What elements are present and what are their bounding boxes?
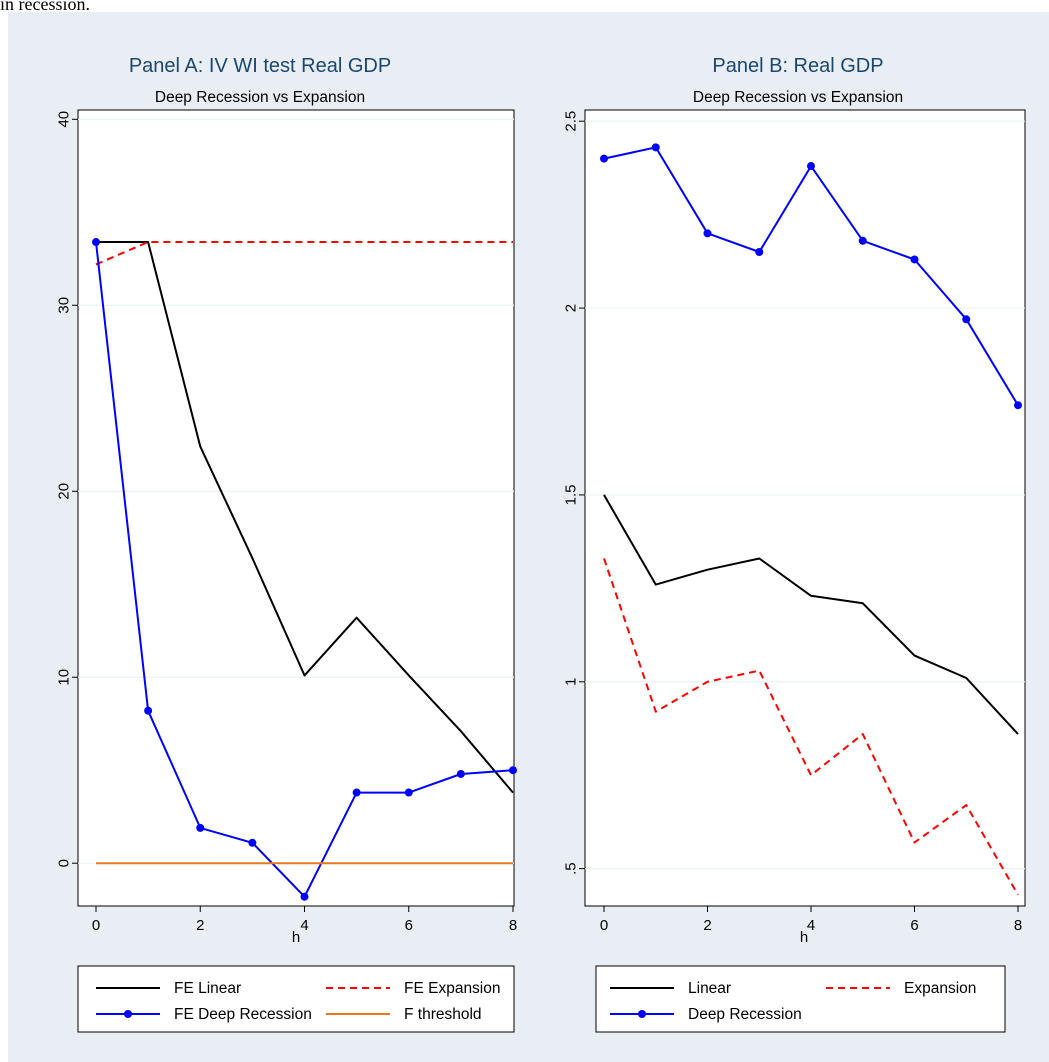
panel-a-subtitle: Deep Recession vs Expansion	[155, 89, 365, 106]
series-point	[755, 248, 764, 257]
panel-b-xlabel: h	[800, 929, 808, 946]
panel-a-legend	[77, 965, 515, 1033]
y-tick-label: 10	[56, 669, 73, 686]
x-tick-label: 4	[300, 917, 308, 934]
y-tick-label: 40	[56, 111, 73, 128]
x-tick-label: 8	[1014, 917, 1022, 934]
x-tick-label: 6	[910, 917, 918, 934]
y-tick-label: 20	[56, 483, 73, 500]
x-tick-label: 0	[600, 917, 608, 934]
y-tick-label: 30	[56, 297, 73, 314]
top-text-fragment: in recession.	[0, 0, 90, 14]
series-point	[910, 255, 919, 264]
series-line-expansion	[603, 558, 1019, 896]
legend-label: Deep Recession	[688, 1006, 802, 1023]
series-point	[248, 838, 257, 847]
legend-marker	[124, 1010, 132, 1018]
series-point	[509, 766, 517, 775]
y-tick-label: 0	[56, 859, 73, 867]
panel-a-title: Panel A: IV WI test Real GDP	[129, 55, 391, 77]
x-tick-label: 8	[509, 917, 517, 934]
x-tick-label: 2	[703, 917, 711, 934]
panel-b-ticks: .5 1 1.5 2 2.5 0 2 4 6 8	[563, 111, 1023, 934]
x-tick-label: 0	[92, 917, 100, 934]
legend-label: FE Deep Recession	[174, 1006, 312, 1023]
legend-label: FE Expansion	[404, 980, 501, 997]
series-point	[144, 706, 153, 715]
legend-marker	[638, 1010, 646, 1018]
legend-label: FE Linear	[174, 980, 241, 997]
y-tick-label: 1.5	[563, 484, 580, 505]
x-tick-label: 2	[196, 917, 204, 934]
series-line-linear	[603, 494, 1019, 735]
series-point	[807, 162, 815, 171]
panel-a-series	[92, 238, 517, 901]
series-point	[1014, 401, 1022, 410]
panel-b-legend-entries: Linear Expansion Deep Recession	[610, 980, 976, 1023]
series-point	[858, 236, 867, 245]
series-point	[92, 238, 100, 247]
series-point	[404, 788, 413, 797]
panel-a-legend-entries: FE Linear FE Expansion FE Deep Recession F …	[96, 980, 501, 1023]
series-point	[456, 769, 465, 778]
x-tick-label: 6	[405, 917, 413, 934]
y-tick-label: 1	[563, 678, 580, 686]
series-line-fe-linear	[95, 241, 514, 794]
y-tick-label: .5	[563, 862, 580, 875]
panel-b-title: Panel B: Real GDP	[712, 55, 883, 77]
panel-a-plot-area	[77, 109, 515, 907]
panel-b-legend	[595, 965, 1006, 1033]
legend-label: Expansion	[904, 980, 976, 997]
series-point	[703, 229, 712, 238]
panel-b-plot-area	[584, 109, 1026, 907]
figure-background: Panel A: IV WI test Real GDP Deep Recess…	[8, 12, 1049, 1062]
series-point	[196, 823, 205, 832]
panel-b-series	[600, 143, 1022, 896]
legend-label: F threshold	[404, 1006, 482, 1023]
panel-a-xlabel: h	[292, 929, 300, 946]
series-point	[300, 892, 309, 901]
y-tick-label: 2	[563, 304, 580, 312]
figure-svg: Panel A: IV WI test Real GDP Deep Recess…	[56, 55, 1026, 1033]
x-tick-label: 4	[807, 917, 815, 934]
legend-label: Linear	[688, 980, 731, 997]
panel-b-subtitle: Deep Recession vs Expansion	[693, 89, 903, 106]
y-tick-label: 2.5	[563, 111, 580, 132]
panel-b-grid	[585, 120, 1025, 870]
series-point	[962, 315, 971, 324]
panel-a-ticks: 0 10 20 30 40 0 2 4 6 8	[56, 111, 518, 934]
series-point	[352, 788, 361, 797]
series-point	[651, 143, 660, 152]
series-line-fe-expansion	[95, 241, 513, 266]
series-point	[600, 154, 608, 163]
